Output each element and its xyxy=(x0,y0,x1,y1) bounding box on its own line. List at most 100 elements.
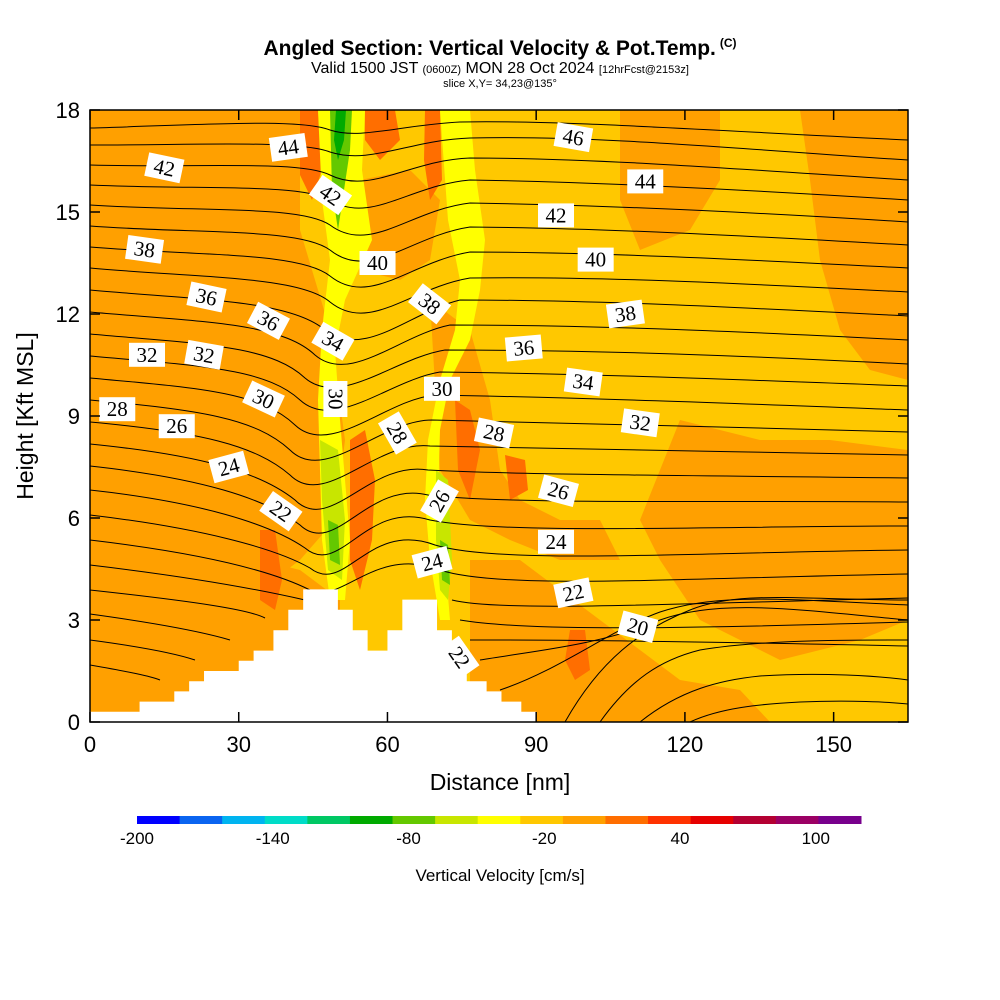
contour-label-box xyxy=(129,342,166,367)
updraft-core-left xyxy=(300,110,322,200)
contour-label: 40 xyxy=(359,251,396,275)
contour-label-box xyxy=(99,397,136,422)
isentrope xyxy=(90,489,908,556)
colorbar-title: Vertical Velocity [cm/s] xyxy=(415,866,584,885)
x-tick-label: 60 xyxy=(375,732,399,757)
y-tick-label: 15 xyxy=(56,200,80,225)
isentrope xyxy=(90,377,908,436)
valid-time-line: Valid 1500 JST (0600Z) MON 28 Oct 2024 [… xyxy=(0,60,1000,78)
isentrope xyxy=(90,607,908,661)
contour-label-box xyxy=(184,339,224,370)
isentrope xyxy=(639,673,908,722)
contour-label: 32 xyxy=(184,339,224,370)
contour-label-text: 28 xyxy=(481,419,507,447)
x-tick-label: 30 xyxy=(226,732,250,757)
contour-label-text: 38 xyxy=(132,236,156,263)
contour-label-box xyxy=(186,281,227,313)
contour-label-text: 22 xyxy=(561,579,587,607)
contour-label-box xyxy=(323,381,348,417)
isentropes xyxy=(90,121,908,722)
contour-label: 36 xyxy=(504,334,543,362)
valid-date: MON 28 Oct 2024 xyxy=(465,60,595,77)
y-tick-label: 0 xyxy=(68,710,80,735)
colorbar-ticks: -200 -140 -80 -20 40 100 xyxy=(120,829,830,848)
isentrope xyxy=(90,598,908,691)
colorbar-swatch xyxy=(690,816,734,824)
colorbar-swatch xyxy=(179,816,223,824)
contour-label: 32 xyxy=(620,408,660,438)
contour-label-text: 32 xyxy=(192,341,217,368)
chart-title-text: Angled Section: Vertical Velocity & Pot.… xyxy=(263,37,716,60)
contour-label: 28 xyxy=(99,397,136,422)
updraft-core-right-mid xyxy=(505,455,528,500)
colorbar-swatch xyxy=(349,816,394,824)
contour-label-box xyxy=(420,479,459,523)
contour-label-box xyxy=(617,610,659,644)
isentrope xyxy=(90,355,908,411)
y-tick-label: 9 xyxy=(68,404,80,429)
contour-label-box xyxy=(553,577,594,609)
contour-label: 30 xyxy=(323,381,348,417)
contour-label: 26 xyxy=(537,474,579,508)
updraft-core-top xyxy=(365,110,400,160)
isentrope xyxy=(90,311,908,365)
updraft-core-lower xyxy=(260,530,282,610)
contour-label: 20 xyxy=(617,610,659,644)
contour-label: 24 xyxy=(411,545,453,579)
colorbar-swatch xyxy=(605,816,649,824)
colorbar-tick-label: -200 xyxy=(120,829,154,848)
contour-label: 32 xyxy=(129,342,166,367)
terrain xyxy=(90,589,537,722)
contour-label: 24 xyxy=(538,529,575,554)
isentrope xyxy=(90,179,908,209)
contour-label: 24 xyxy=(208,450,250,484)
colorbar-swatch xyxy=(435,816,479,824)
colorbar xyxy=(137,816,862,824)
contour-label: 34 xyxy=(563,367,603,397)
contour-label-box xyxy=(208,450,250,484)
contour-label-box xyxy=(563,367,603,397)
updraft-core-mid2 xyxy=(455,400,480,500)
y-tick-label: 12 xyxy=(56,302,80,327)
x-tick-label: 120 xyxy=(667,732,704,757)
isentrope xyxy=(90,121,908,141)
colorbar-tick-label: -140 xyxy=(256,829,290,848)
contour-label-box xyxy=(268,133,308,162)
colorbar-swatch xyxy=(392,816,436,824)
contour-label-box xyxy=(538,529,575,554)
contour-label-box xyxy=(377,411,417,455)
contour-label-box xyxy=(242,380,285,418)
updraft-region-far-right xyxy=(800,110,908,380)
contour-label: 38 xyxy=(605,299,645,329)
contour-label-text: 30 xyxy=(323,389,347,410)
isentrope xyxy=(90,157,908,182)
colorbar-swatch xyxy=(818,816,862,824)
contour-label-box xyxy=(538,203,575,228)
isentrope xyxy=(90,225,908,262)
contour-label-text: 46 xyxy=(561,124,586,151)
contour-label-box xyxy=(504,334,543,362)
contour-label-box xyxy=(537,474,579,508)
contour-label-text: 28 xyxy=(107,397,128,421)
contour-label-box xyxy=(553,122,594,153)
contour-label-text: 30 xyxy=(431,377,452,401)
contour-label: 38 xyxy=(125,235,165,264)
contour-label-box xyxy=(246,301,290,340)
contour-label-box xyxy=(605,299,645,329)
colorbar-tick-label: -80 xyxy=(396,829,421,848)
valid-utc: (0600Z) xyxy=(422,64,462,76)
x-tick-label: 90 xyxy=(524,732,548,757)
contour-label-box xyxy=(308,174,353,216)
contour-label-text: 32 xyxy=(137,343,158,367)
contour-label: 46 xyxy=(553,122,594,153)
contour-label-text: 36 xyxy=(512,335,535,361)
colorbar-swatch xyxy=(648,816,692,824)
isentrope xyxy=(90,421,908,486)
y-tick-label: 6 xyxy=(68,506,80,531)
contour-label: 40 xyxy=(577,247,614,272)
isentrope xyxy=(90,333,908,388)
contour-label: 28 xyxy=(473,417,515,449)
isentrope xyxy=(90,246,908,288)
